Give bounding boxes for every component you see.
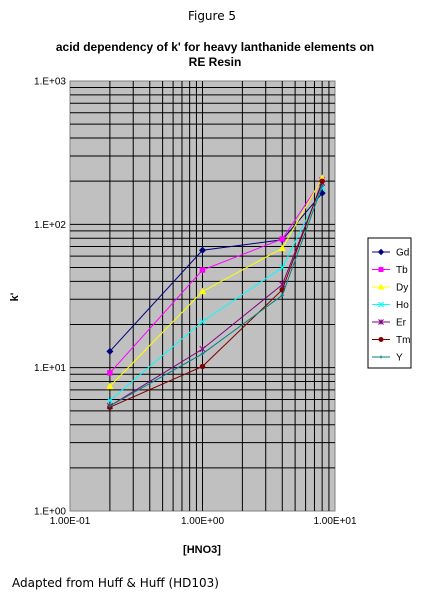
x-tick-label: 1.00E+00 — [181, 516, 225, 527]
series-line-tm — [109, 181, 323, 408]
series-line-y — [109, 185, 323, 407]
data-point-dy — [106, 382, 114, 390]
x-marker-stroke — [199, 318, 206, 325]
series-y — [108, 184, 324, 408]
data-point-y — [320, 184, 324, 188]
legend-label-ho: Ho — [396, 300, 409, 311]
data-point-gd — [198, 246, 207, 254]
series-dy — [106, 174, 326, 390]
legend-marker-ho — [378, 301, 384, 308]
legend-item-y: Y — [372, 353, 403, 364]
data-point-tm — [319, 178, 325, 184]
data-point-gd — [106, 347, 114, 355]
legend-marker-y — [379, 355, 383, 359]
tick-labels: 1.00E-01 1.00E+00 1.00E+01 1.E+00 1.E+01 1.E+… — [34, 77, 357, 528]
series-lines — [106, 174, 326, 410]
legend-marker-tm — [378, 337, 384, 342]
x-marker-stroke — [279, 264, 286, 271]
data-point-dy — [278, 244, 286, 252]
legend-item-ho: Ho — [372, 300, 409, 311]
data-point-y — [200, 352, 205, 356]
legend-marker-dy — [377, 283, 385, 290]
legend-marker-gd — [377, 248, 385, 256]
data-point-er — [199, 345, 206, 353]
legend-marker-tb — [378, 267, 384, 272]
grid-lines — [70, 81, 335, 511]
data-point-dy — [198, 287, 207, 295]
legend-label-dy: Dy — [396, 283, 408, 294]
legend-item-er: Er — [372, 318, 407, 329]
x-marker-stroke — [106, 397, 114, 404]
legend-label-tb: Tb — [396, 265, 408, 276]
chart-title: acid dependency of k' for heavy lanthani… — [20, 40, 410, 70]
series-line-tb — [109, 179, 323, 374]
series-tm — [107, 178, 325, 410]
x-tick-label: 1.00E-01 — [50, 516, 91, 527]
legend-label-y: Y — [396, 353, 403, 364]
legend-label-er: Er — [396, 318, 407, 329]
y-axis-title: k' — [9, 292, 21, 301]
legend-box — [367, 237, 412, 369]
chart-title-line-2: RE Resin — [188, 55, 242, 69]
data-point-tm — [199, 363, 206, 370]
footer-note: Adapted from Huff & Huff (HD103) — [12, 576, 219, 590]
legend-item-tm: Tm — [372, 335, 410, 346]
data-point-y — [280, 293, 284, 297]
y-tick-label: 1.E+00 — [34, 507, 66, 518]
data-point-ho — [199, 318, 206, 325]
legend-item-tb: Tb — [372, 265, 408, 276]
legend-marker-er — [378, 319, 384, 325]
x-tick-label: 1.00E+01 — [313, 516, 357, 527]
legend-label-tm: Tm — [396, 335, 410, 346]
y-tick-label: 1.E+01 — [34, 363, 66, 374]
data-point-tb — [107, 370, 113, 376]
series-line-gd — [109, 192, 323, 352]
x-marker-stroke — [318, 184, 326, 191]
series-line-ho — [109, 187, 323, 401]
series-line-dy — [109, 177, 323, 387]
legend: Gd Tb Dy Ho Er Tm Y — [367, 237, 412, 369]
y-tick-label: 1.E+03 — [34, 77, 66, 88]
legend-item-gd: Gd — [372, 248, 409, 259]
figure-label: Figure 5 — [187, 9, 237, 23]
series-line-er — [109, 182, 323, 407]
data-point-ho — [279, 264, 286, 271]
data-point-y — [108, 404, 112, 408]
data-point-er — [279, 281, 286, 288]
y-tick-label: 1.E+02 — [34, 220, 66, 231]
legend-label-gd: Gd — [396, 248, 409, 259]
legend-item-dy: Dy — [372, 283, 408, 294]
x-marker-stroke — [378, 301, 384, 308]
x-axis-title: [HNO3] — [183, 544, 221, 556]
data-point-tb — [279, 236, 286, 242]
data-point-tb — [199, 267, 206, 273]
data-point-ho — [106, 397, 114, 404]
chart-title-line-1: acid dependency of k' for heavy lanthani… — [55, 40, 375, 54]
